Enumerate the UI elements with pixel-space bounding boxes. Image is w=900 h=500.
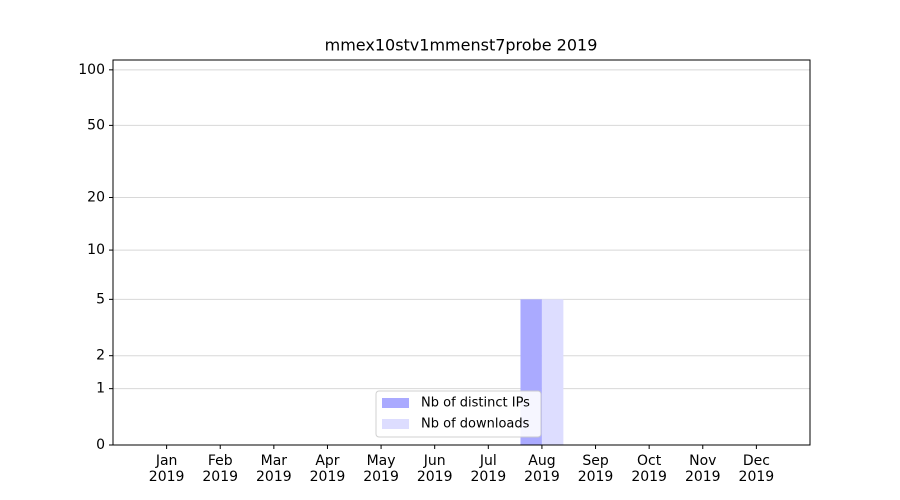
y-tick-label: 2 bbox=[96, 348, 105, 364]
y-tick-label: 20 bbox=[87, 190, 105, 206]
legend-label: Nb of downloads bbox=[421, 417, 530, 432]
y-tick-label: 50 bbox=[87, 117, 105, 133]
x-tick-label: Mar 2019 bbox=[256, 453, 292, 485]
legend-swatch bbox=[382, 419, 409, 429]
y-tick-label: 100 bbox=[78, 62, 105, 78]
x-tick-label: Jun 2019 bbox=[416, 453, 453, 485]
x-tick-label: Jul 2019 bbox=[470, 453, 507, 485]
x-tick-label: Nov 2019 bbox=[684, 453, 721, 485]
legend-swatch bbox=[382, 398, 409, 408]
chart-title: mmex10stv1mmenst7probe 2019 bbox=[325, 36, 598, 55]
y-tick-label: 5 bbox=[96, 291, 105, 307]
x-tick-label: Oct 2019 bbox=[631, 453, 667, 485]
x-tick-label: Feb 2019 bbox=[202, 453, 239, 485]
x-tick-label: Sep 2019 bbox=[577, 453, 614, 485]
y-tick-label: 10 bbox=[87, 242, 105, 258]
x-tick-label: Dec 2019 bbox=[738, 453, 775, 485]
x-tick-label: Aug 2019 bbox=[524, 453, 560, 485]
plot-frame bbox=[112, 59, 811, 446]
bar bbox=[541, 299, 564, 445]
x-tick-label: Jan 2019 bbox=[148, 453, 185, 485]
x-tick-label: Apr 2019 bbox=[309, 453, 346, 485]
legend-box bbox=[375, 390, 542, 438]
y-tick-label: 1 bbox=[96, 381, 105, 397]
legend-label: Nb of distinct IPs bbox=[421, 396, 530, 411]
x-tick-label: May 2019 bbox=[363, 453, 399, 485]
y-tick-label: 0 bbox=[96, 437, 105, 453]
